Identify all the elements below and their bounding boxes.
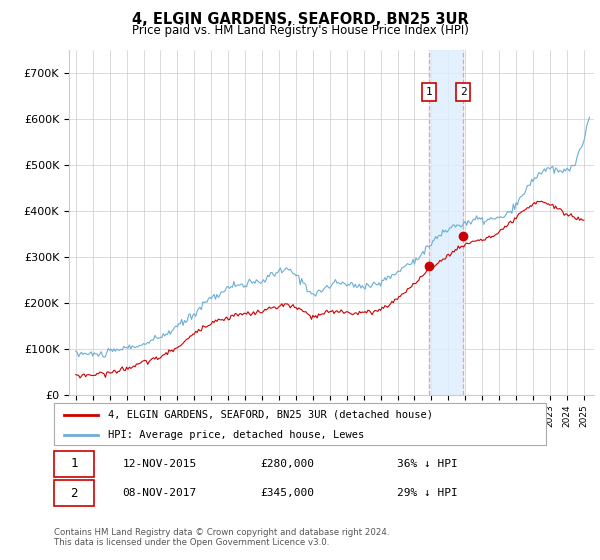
Text: £345,000: £345,000 bbox=[260, 488, 314, 498]
Text: 4, ELGIN GARDENS, SEAFORD, BN25 3UR: 4, ELGIN GARDENS, SEAFORD, BN25 3UR bbox=[131, 12, 469, 27]
Text: Price paid vs. HM Land Registry's House Price Index (HPI): Price paid vs. HM Land Registry's House … bbox=[131, 24, 469, 36]
Text: 36% ↓ HPI: 36% ↓ HPI bbox=[397, 459, 458, 469]
Text: 2: 2 bbox=[460, 87, 466, 97]
Text: £280,000: £280,000 bbox=[260, 459, 314, 469]
Text: 12-NOV-2015: 12-NOV-2015 bbox=[122, 459, 197, 469]
Text: 08-NOV-2017: 08-NOV-2017 bbox=[122, 488, 197, 498]
FancyBboxPatch shape bbox=[54, 480, 94, 506]
Bar bbox=[429, 50, 463, 395]
Text: 1: 1 bbox=[70, 458, 77, 470]
FancyBboxPatch shape bbox=[54, 451, 94, 477]
FancyBboxPatch shape bbox=[54, 403, 546, 445]
Text: 2: 2 bbox=[70, 487, 77, 500]
Text: 29% ↓ HPI: 29% ↓ HPI bbox=[397, 488, 458, 498]
Text: Contains HM Land Registry data © Crown copyright and database right 2024.
This d: Contains HM Land Registry data © Crown c… bbox=[54, 528, 389, 547]
Text: 1: 1 bbox=[426, 87, 433, 97]
Text: 4, ELGIN GARDENS, SEAFORD, BN25 3UR (detached house): 4, ELGIN GARDENS, SEAFORD, BN25 3UR (det… bbox=[108, 410, 433, 420]
Text: HPI: Average price, detached house, Lewes: HPI: Average price, detached house, Lewe… bbox=[108, 430, 364, 440]
